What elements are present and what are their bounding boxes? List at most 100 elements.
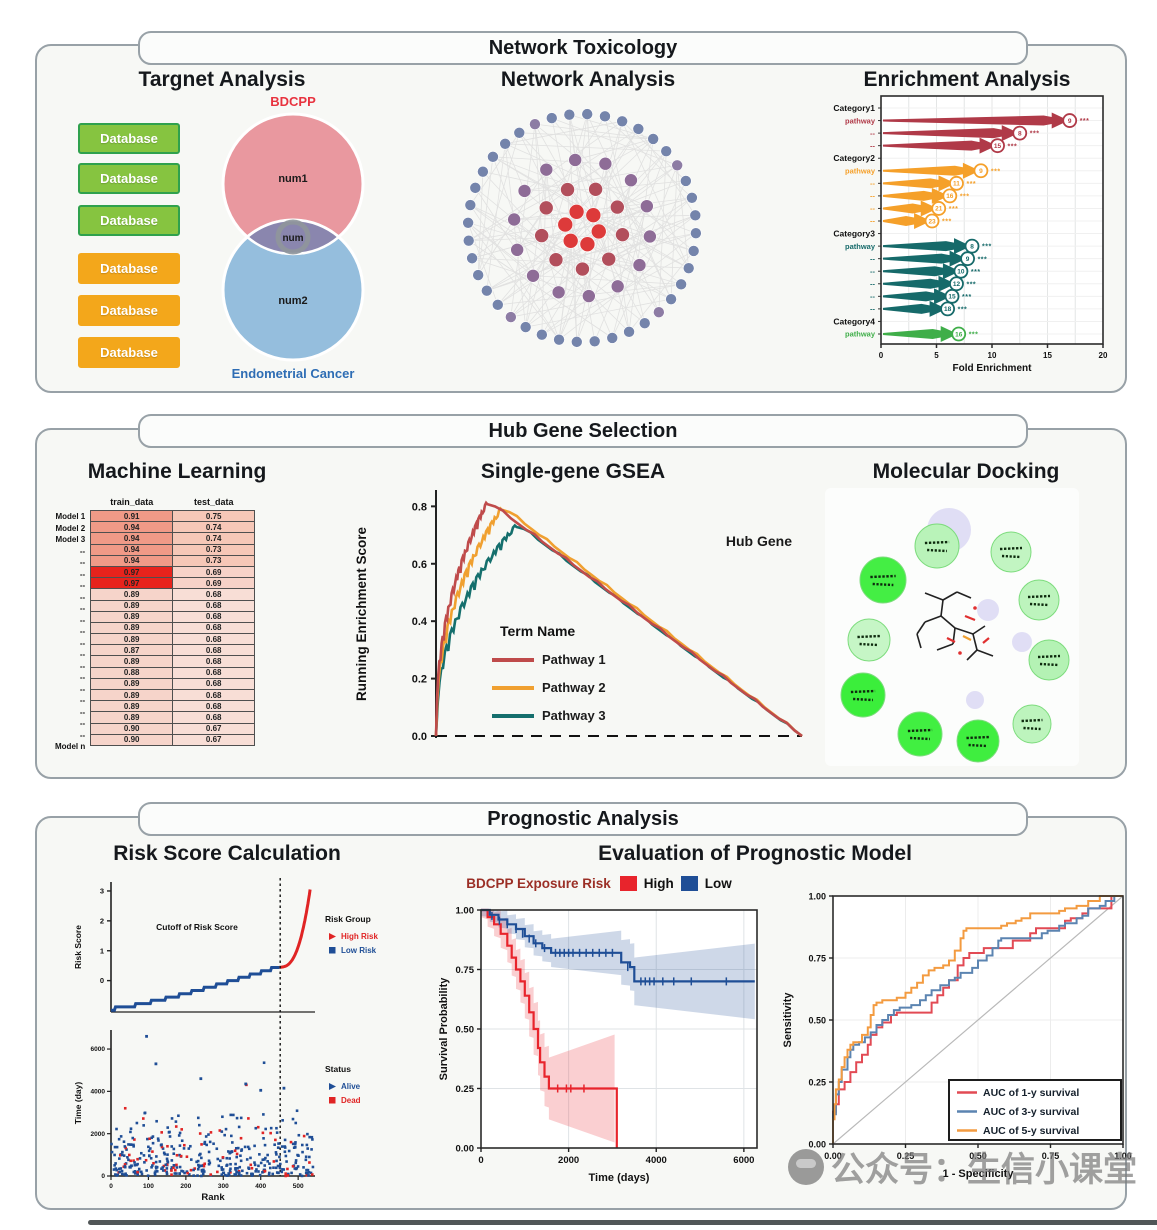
ml-test-cell: 0.74 xyxy=(172,532,256,545)
svg-text:0: 0 xyxy=(109,1183,113,1190)
ml-train-cell: 0.91 xyxy=(90,509,174,523)
ml-col-header: train_data xyxy=(110,497,154,507)
network-node xyxy=(638,317,651,329)
ligand-bond xyxy=(936,643,954,651)
network-node xyxy=(539,162,554,177)
svg-text:0.0: 0.0 xyxy=(412,731,427,743)
ml-train-cell: 0.90 xyxy=(90,733,174,746)
panel-hub-gene-content: Machine Learning Single-gene GSEA Molecu… xyxy=(35,428,1123,775)
ligand-bond xyxy=(976,649,994,657)
network-node xyxy=(487,151,499,163)
network-node xyxy=(682,262,695,274)
svg-text:300: 300 xyxy=(218,1183,229,1190)
svg-text:Category4: Category4 xyxy=(833,316,875,326)
network-node xyxy=(598,156,613,171)
svg-text:0.4: 0.4 xyxy=(412,616,428,628)
svg-text:0.00: 0.00 xyxy=(808,1139,826,1149)
ligand-bond xyxy=(924,615,942,623)
network-node xyxy=(615,227,630,242)
ml-row-label: -- xyxy=(79,627,86,636)
network-node xyxy=(582,289,596,303)
svg-text:num2: num2 xyxy=(278,295,307,307)
title-molecular-docking: Molecular Docking xyxy=(872,460,1060,483)
network-node xyxy=(689,209,702,222)
svg-text:23: 23 xyxy=(928,218,936,225)
svg-text:Dead: Dead xyxy=(341,1096,361,1105)
network-node xyxy=(610,279,625,294)
svg-text:Survival Probability: Survival Probability xyxy=(438,977,450,1081)
panel-prognostic-content: Risk Score Calculation Evaluation of Pro… xyxy=(35,816,1132,1206)
enrichment-bar xyxy=(883,187,949,204)
svg-text:Term Name: Term Name xyxy=(500,623,575,639)
svg-text:1.00: 1.00 xyxy=(808,891,826,901)
network-node xyxy=(624,173,638,188)
km-high-swatch xyxy=(619,876,637,891)
svg-text:1: 1 xyxy=(100,946,104,955)
svg-text:16: 16 xyxy=(955,331,963,338)
table-row: 0.94 0.74 xyxy=(90,532,256,545)
ml-train-cell: 0.97 xyxy=(90,565,174,579)
ml-test-cell: 0.68 xyxy=(172,633,256,646)
network-node xyxy=(660,145,673,157)
ml-row-labels: Model 1 Model 2 Model 3 -- -- -- -- -- -- -- -- -- -… xyxy=(55,494,90,753)
km-low-swatch xyxy=(680,876,698,891)
network-node xyxy=(477,165,489,178)
table-row: 0.90 0.67 xyxy=(90,733,256,746)
ml-test-cell: 0.68 xyxy=(172,621,256,635)
table-row: 0.97 0.69 xyxy=(90,565,256,579)
svg-text:21: 21 xyxy=(935,206,943,213)
ml-row-label: Model 1 xyxy=(55,512,86,521)
table-row: 0.94 0.73 xyxy=(90,554,256,567)
svg-text:***: *** xyxy=(960,193,970,200)
svg-text:0.00: 0.00 xyxy=(456,1143,475,1154)
svg-text:0.75: 0.75 xyxy=(1042,1151,1060,1161)
svg-text:--: -- xyxy=(870,179,875,188)
ml-train-cell: 0.94 xyxy=(90,521,174,534)
ligand-bond xyxy=(954,627,974,635)
svg-text:0.8: 0.8 xyxy=(412,501,427,513)
ml-test-cell: 0.75 xyxy=(172,509,256,523)
svg-text:0: 0 xyxy=(101,1173,105,1180)
network-node xyxy=(499,137,511,150)
ml-row-label: -- xyxy=(79,684,86,694)
table-row: 0.89 0.68 xyxy=(90,700,256,713)
network-node xyxy=(643,229,657,244)
residue-node xyxy=(859,556,907,604)
svg-text:***: *** xyxy=(1030,131,1040,138)
svg-text:***: *** xyxy=(958,306,968,313)
molecular-docking-diagram xyxy=(825,488,1079,766)
database-button-yellow-2: Database xyxy=(78,295,180,326)
network-node xyxy=(534,228,549,243)
svg-text:pathway: pathway xyxy=(845,242,876,251)
network-node xyxy=(491,299,504,311)
svg-text:0.50: 0.50 xyxy=(808,1015,826,1025)
network-node xyxy=(505,311,517,323)
ml-row-label: -- xyxy=(79,546,86,556)
residue-node xyxy=(1018,579,1060,621)
network-node xyxy=(588,181,603,197)
svg-text:0.25: 0.25 xyxy=(808,1077,826,1087)
network-node xyxy=(472,269,484,281)
gsea-curve xyxy=(434,523,803,738)
svg-text:100: 100 xyxy=(143,1183,154,1190)
svg-text:0.75: 0.75 xyxy=(808,953,826,963)
enrichment-bar xyxy=(883,326,958,342)
risk-high-curve xyxy=(279,889,312,969)
banner-prognostic-analysis: Prognostic Analysis xyxy=(138,802,1028,836)
ligand-bond xyxy=(956,591,972,599)
gsea-curve xyxy=(434,500,803,738)
panel-network-toxicology-content: Targnet Analysis Network Analysis Enrich… xyxy=(35,44,1123,389)
svg-text:15: 15 xyxy=(948,294,956,301)
svg-text:4000: 4000 xyxy=(91,1089,106,1096)
ml-train-cell: 0.89 xyxy=(90,700,174,713)
svg-text:pathway: pathway xyxy=(845,166,876,175)
svg-text:AUC of 3-y survival: AUC of 3-y survival xyxy=(983,1106,1079,1118)
svg-text:High Risk: High Risk xyxy=(341,932,378,941)
ml-test-cell: 0.68 xyxy=(172,599,256,612)
km-curve xyxy=(481,908,618,1148)
risk-low-curve xyxy=(111,966,280,1012)
network-node xyxy=(579,236,596,253)
ml-train-cell: 0.88 xyxy=(90,666,174,679)
ml-test-cell: 0.68 xyxy=(172,610,256,623)
